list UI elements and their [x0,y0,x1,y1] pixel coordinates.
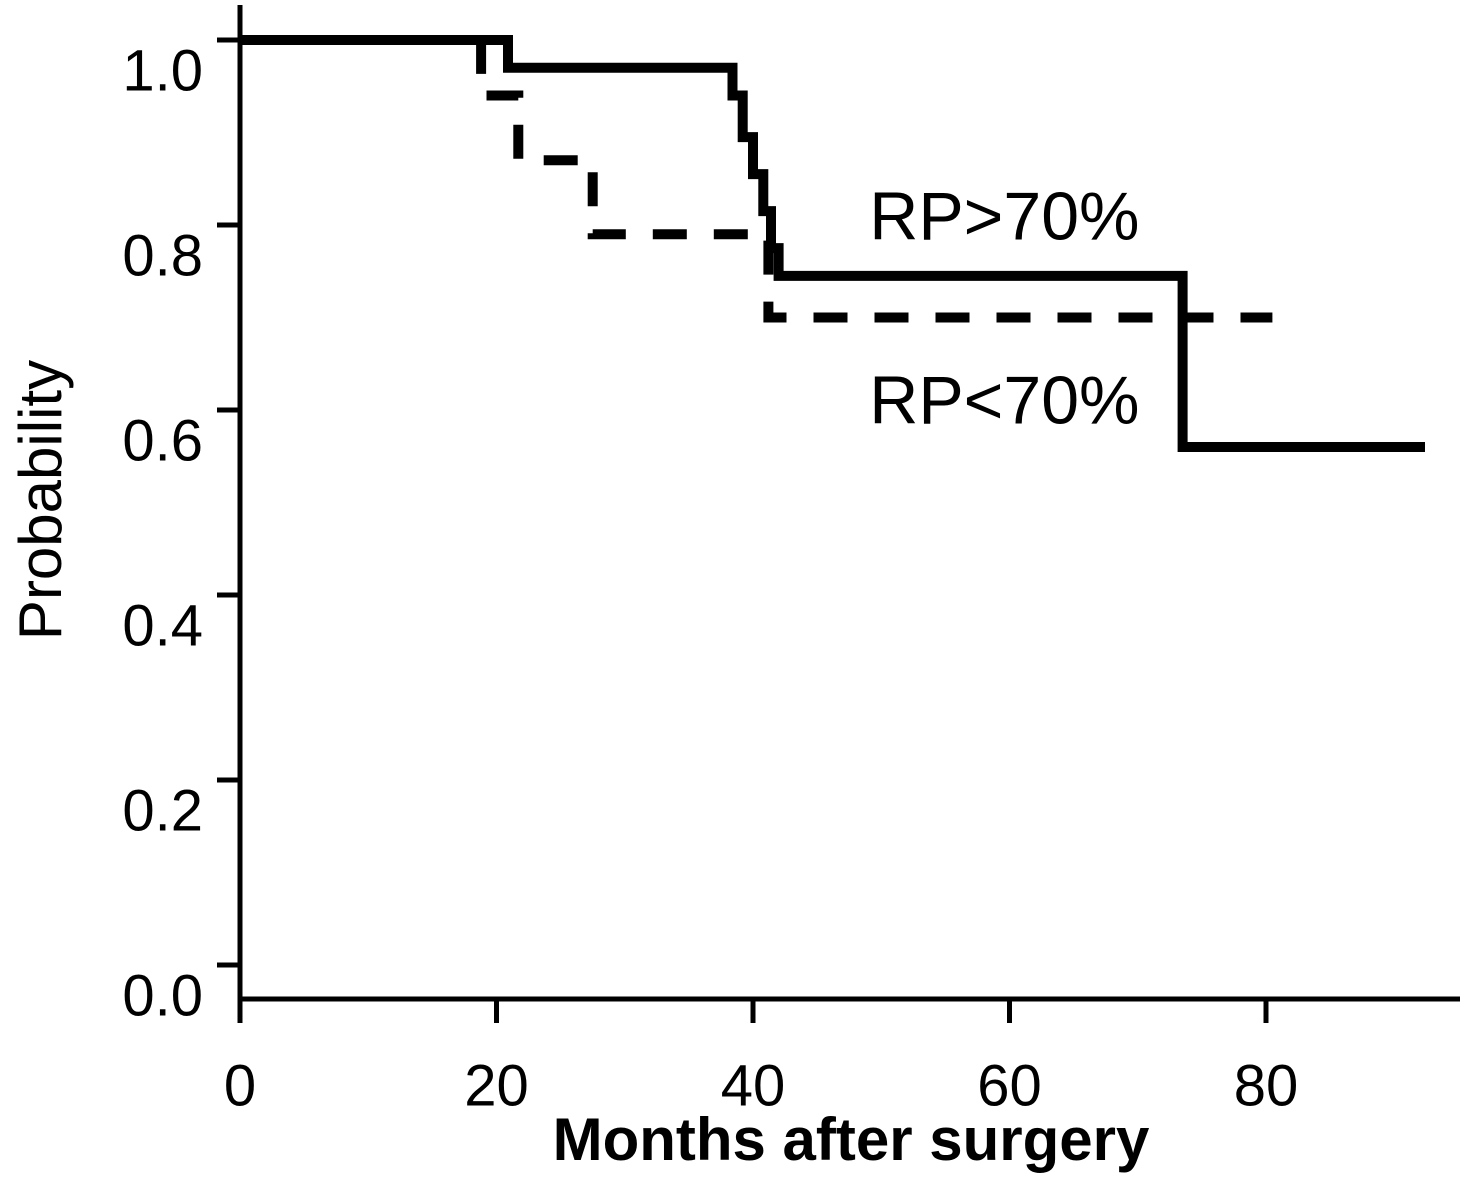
axes: 0.0 0.2 0.4 0.6 0.8 1.0 0 20 40 60 80 [122,5,1460,1118]
y-tick-label: 0.0 [122,963,203,1028]
x-tick-label: 20 [464,1053,529,1118]
curves [240,35,1425,452]
x-axis-title: Months after surgery [553,1106,1150,1173]
y-tick-label: 0.2 [122,778,203,843]
series-label-rp-lt-70: RP<70% [869,363,1139,439]
x-tick-label: 0 [224,1053,256,1118]
series-path-rp-lt-70 [240,35,1273,323]
series-label-rp-gt-70: RP>70% [869,179,1139,255]
x-tick-label: 80 [1234,1053,1299,1118]
y-tick-label: 0.8 [122,223,203,288]
y-tick-label: 0.6 [122,408,203,473]
x-tick-label: 40 [721,1053,786,1118]
y-tick-label: 1.0 [122,38,203,103]
x-tick-label: 60 [977,1053,1042,1118]
series-path-rp-gt-70 [240,35,1425,452]
y-axis-title: Probability [7,360,74,640]
y-tick-label: 0.4 [122,593,203,658]
